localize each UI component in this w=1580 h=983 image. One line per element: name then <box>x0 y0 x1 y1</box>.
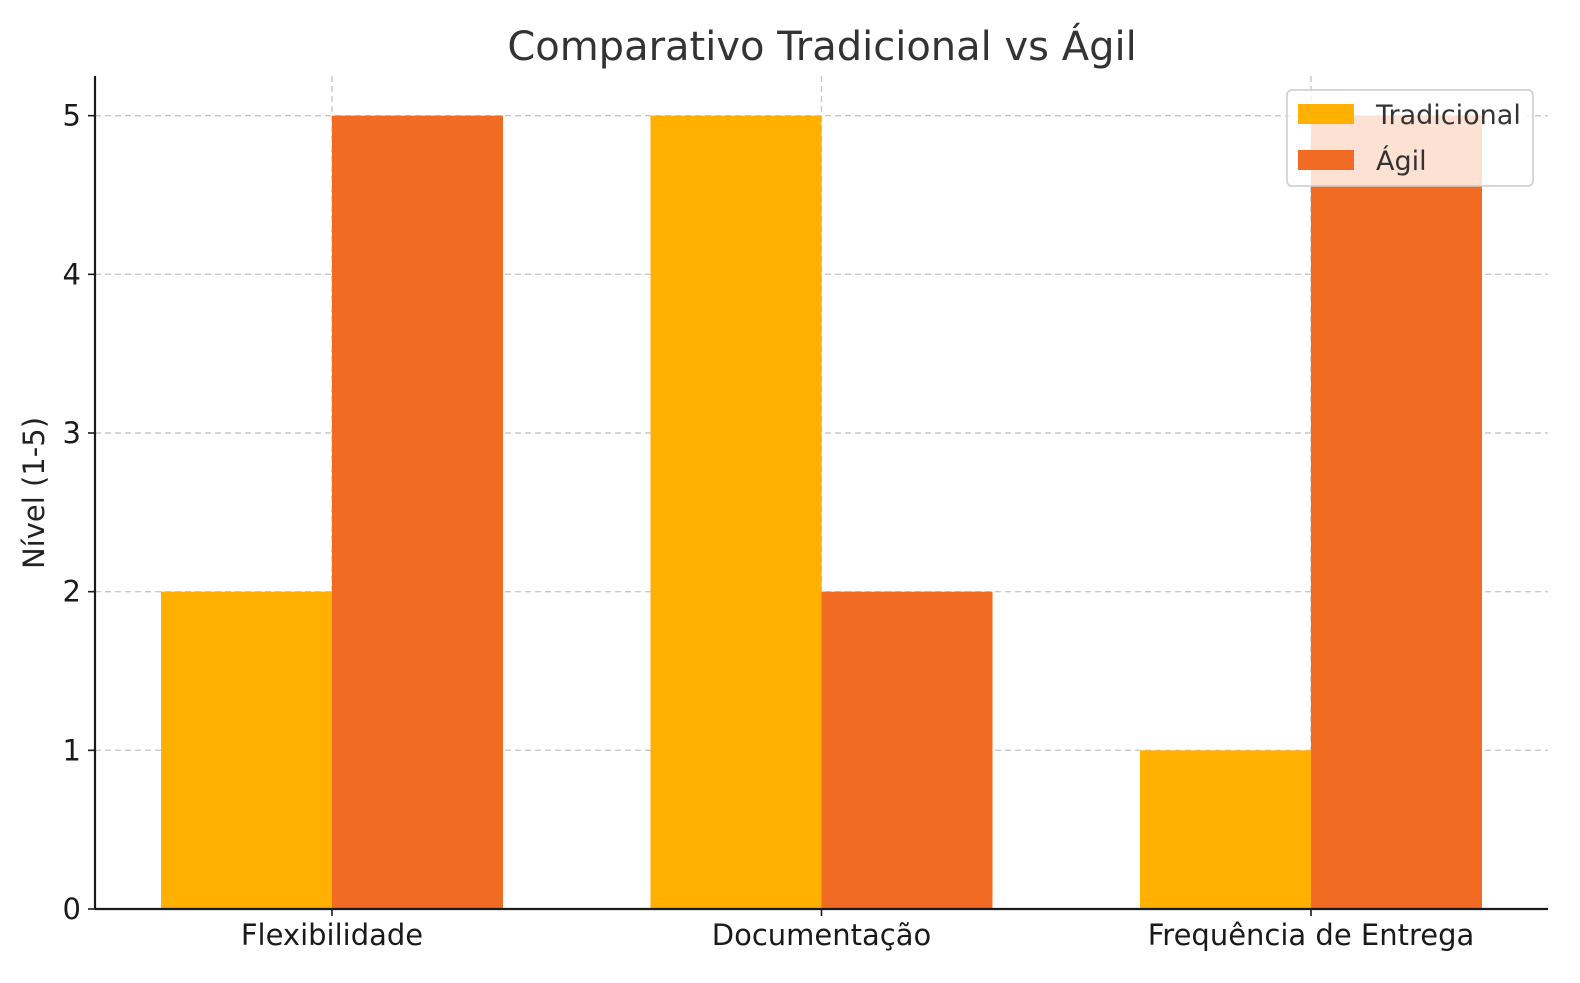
bar-tradicional-1 <box>650 115 822 909</box>
y-tick-label: 1 <box>63 733 81 767</box>
y-tick-label: 5 <box>63 99 81 133</box>
y-tick-label: 2 <box>63 575 81 609</box>
x-tick-label: Flexibilidade <box>241 918 423 952</box>
legend-label-agil: Ágil <box>1376 145 1427 177</box>
bars-layer <box>161 115 1482 909</box>
bar-agil-1 <box>821 591 993 909</box>
bar-agil-0 <box>332 115 503 909</box>
legend-swatch-agil <box>1298 150 1354 170</box>
bar-tradicional-2 <box>1140 750 1311 909</box>
bar-tradicional-0 <box>161 591 332 909</box>
chart-title: Comparativo Tradicional vs Ágil <box>507 22 1136 70</box>
x-tick-label: Documentação <box>712 918 931 952</box>
y-tick-label: 0 <box>63 892 81 926</box>
bar-agil-2 <box>1311 115 1482 909</box>
legend-swatch-tradicional <box>1298 104 1354 124</box>
y-axis-label: Nível (1-5) <box>17 417 51 569</box>
tick-labels-layer: 0 1 2 3 4 5 Flexibilidade Documentação Frequênci… <box>63 99 1475 952</box>
y-tick-label: 4 <box>63 257 81 291</box>
legend: Tradicional Ágil <box>1286 89 1534 187</box>
y-tick-label: 3 <box>63 416 81 450</box>
x-tick-label: Frequência de Entrega <box>1148 918 1475 952</box>
legend-label-tradicional: Tradicional <box>1375 100 1521 131</box>
